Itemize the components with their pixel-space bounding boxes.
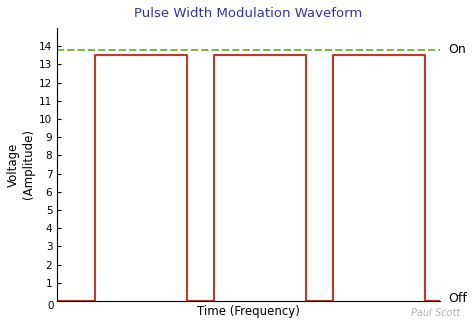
Y-axis label: Voltage
(Amplitude): Voltage (Amplitude) bbox=[7, 129, 35, 200]
Text: On: On bbox=[448, 43, 466, 56]
X-axis label: Time (Frequency): Time (Frequency) bbox=[197, 305, 300, 318]
Text: Off: Off bbox=[448, 292, 467, 305]
Title: Pulse Width Modulation Waveform: Pulse Width Modulation Waveform bbox=[135, 7, 363, 20]
Text: Paul Scott: Paul Scott bbox=[410, 308, 460, 318]
Text: 0: 0 bbox=[47, 301, 54, 311]
